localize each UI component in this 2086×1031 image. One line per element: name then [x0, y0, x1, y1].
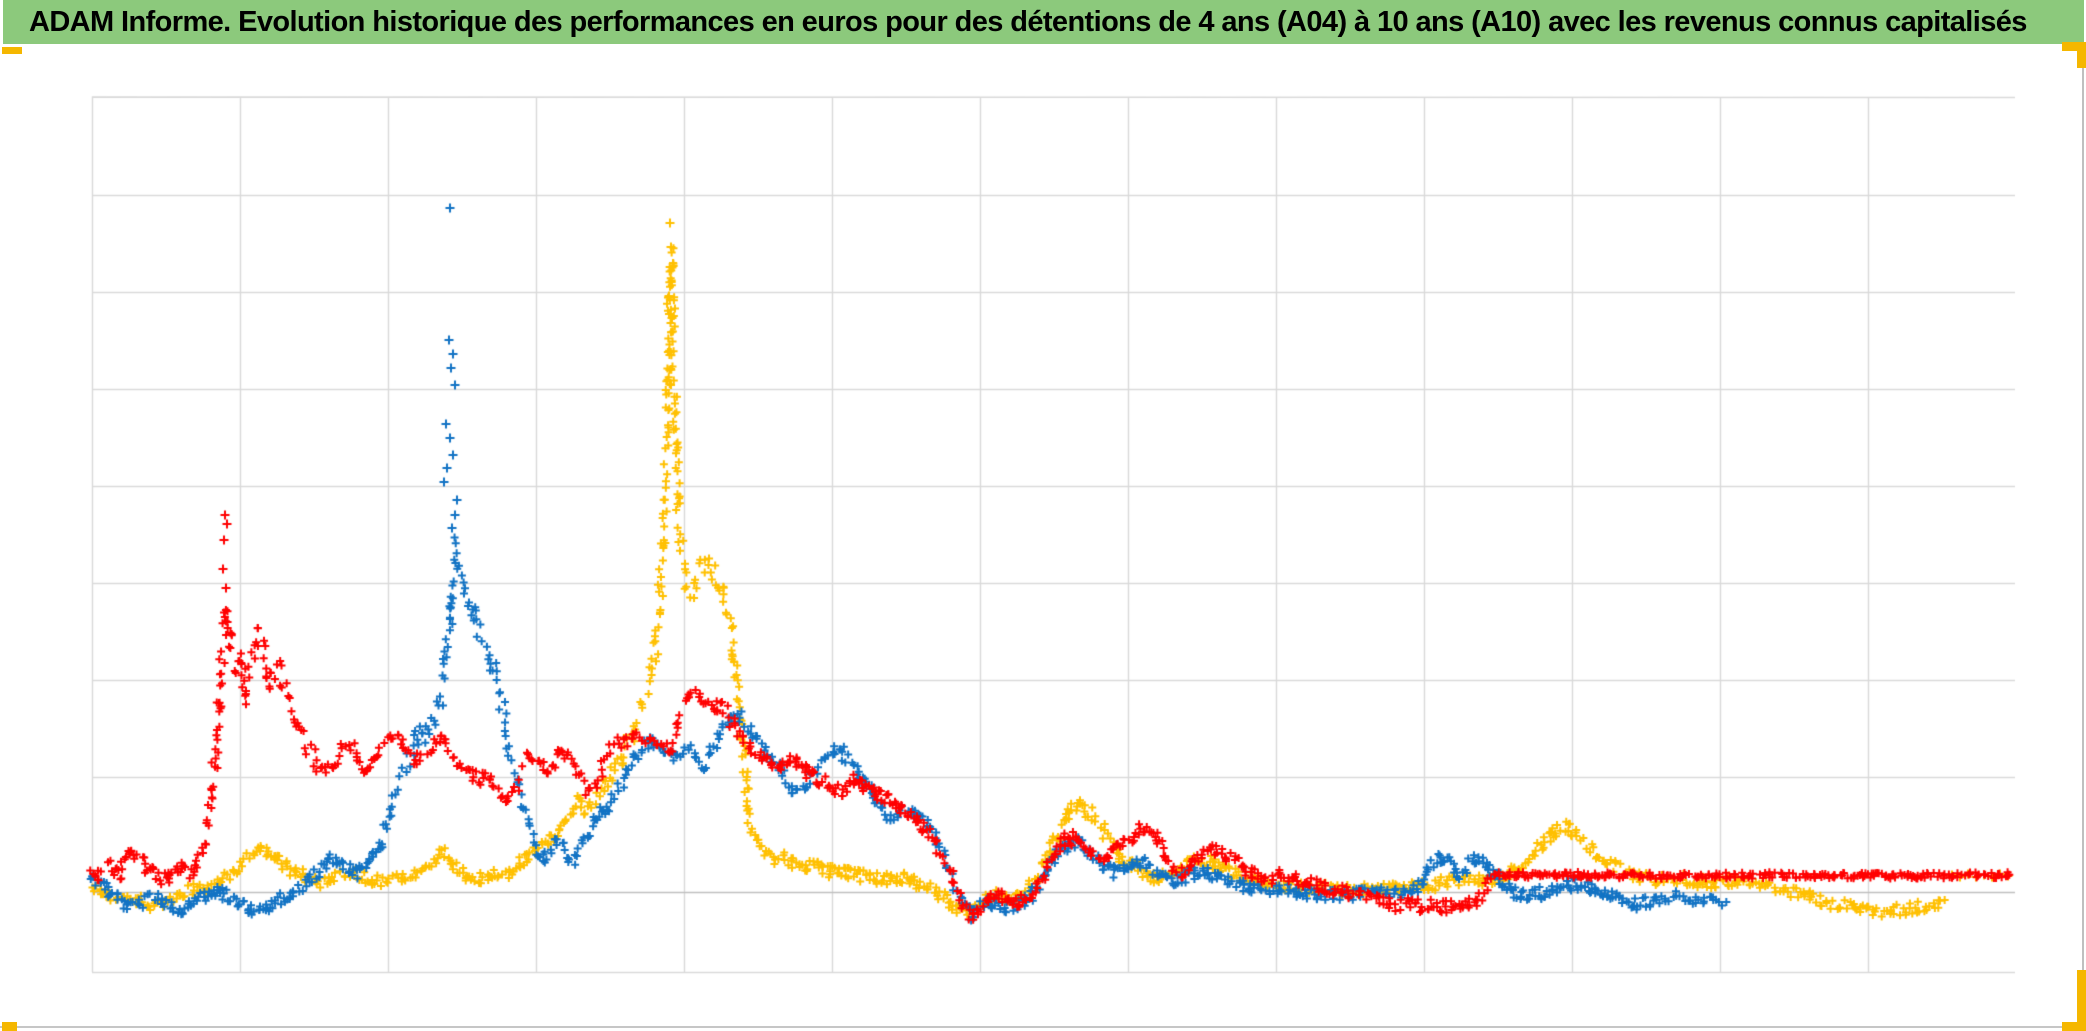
- selection-handle-top-right-horizontal[interactable]: [2062, 42, 2086, 51]
- selection-handle-bottom-right-horizontal[interactable]: [2062, 1022, 2086, 1031]
- chart-title-bar: ADAM Informe. Evolution historique des p…: [3, 0, 2084, 44]
- selection-handle-bottom-left[interactable]: [2, 1022, 17, 1031]
- selection-handle-top-left[interactable]: [2, 47, 22, 54]
- selection-handle-bottom-right-vertical[interactable]: [2077, 970, 2086, 1031]
- sheet-right-edge-line: [2082, 66, 2084, 1028]
- chart-title: ADAM Informe. Evolution historique des p…: [29, 5, 2027, 38]
- sheet-bottom-edge-line: [0, 1026, 2086, 1028]
- scatter-chart-canvas[interactable]: [0, 44, 2086, 1026]
- selection-handle-top-right-vertical[interactable]: [2077, 42, 2086, 68]
- scatter-chart[interactable]: [0, 44, 2086, 1026]
